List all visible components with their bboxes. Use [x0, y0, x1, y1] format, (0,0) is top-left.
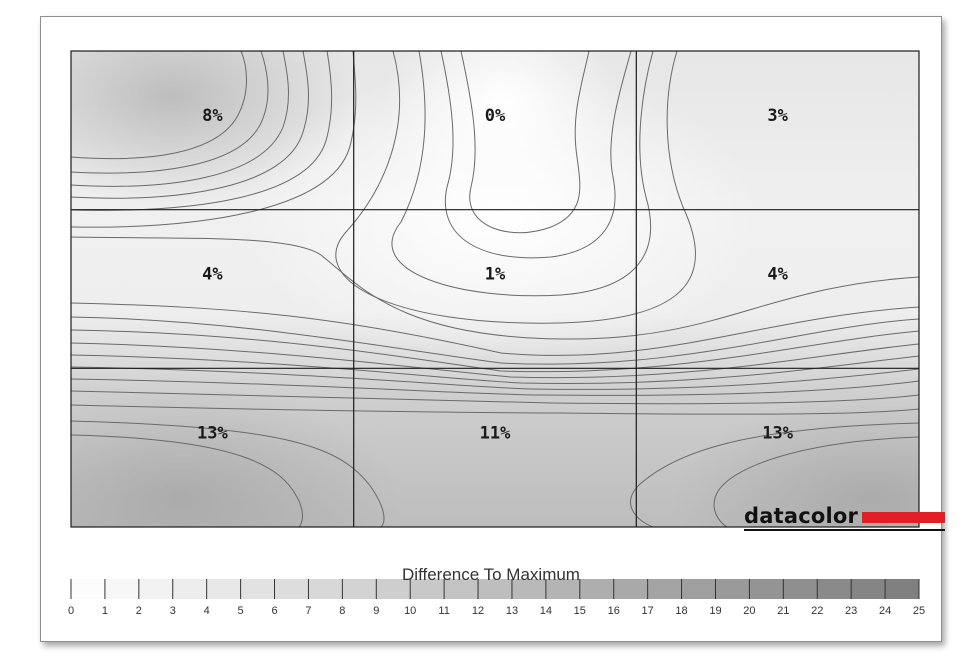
- legend-tick-label-10: 10: [404, 605, 416, 617]
- legend-tick-label-6: 6: [271, 605, 277, 617]
- legend-title: Difference To Maximum: [402, 565, 580, 584]
- legend-swatch-13: [511, 579, 547, 599]
- legend-swatch-5: [240, 579, 276, 599]
- cell-value-r2-c1: 4%: [202, 265, 223, 285]
- cell-value-r3-c1: 13%: [197, 423, 228, 443]
- legend-tick-label-14: 14: [540, 605, 552, 617]
- legend-swatch-9: [376, 579, 411, 599]
- legend-swatch-21: [783, 579, 818, 599]
- legend-swatch-16: [613, 579, 649, 599]
- legend-tick-label-25: 25: [913, 605, 925, 617]
- legend-tick-label-11: 11: [438, 605, 449, 617]
- cell-value-r1-c1: 8%: [202, 106, 223, 126]
- legend-swatch-24: [885, 579, 920, 599]
- heat-background: [71, 51, 919, 527]
- legend-tick-label-12: 12: [472, 605, 484, 617]
- cell-value-r3-c3: 13%: [762, 423, 793, 443]
- cell-value-r1-c3: 3%: [767, 106, 788, 126]
- legend-tick-label-5: 5: [238, 605, 244, 617]
- legend-tick-label-20: 20: [743, 605, 755, 617]
- uniformity-heatmap: 8% 0% 3%4% 1% 4%13% 11% 13% 0 1 2 3 4 5 6 7 8 9 10 11 12 13…: [68, 50, 925, 617]
- cell-value-r1-c2: 0%: [485, 106, 506, 126]
- legend-swatch-22: [817, 579, 852, 599]
- legend-swatch-19: [715, 579, 750, 599]
- legend-swatch-23: [851, 579, 886, 599]
- legend-swatch-10: [410, 579, 445, 599]
- logo-red-bar: [862, 512, 945, 523]
- legend-tick-label-4: 4: [204, 605, 210, 617]
- legend-tick-label-17: 17: [642, 605, 654, 617]
- legend-tick-label-8: 8: [339, 605, 345, 617]
- legend-swatch-4: [206, 579, 242, 599]
- legend-scale: 0 1 2 3 4 5 6 7 8 9 10 11 12 13 14 15 16 17 18 19 20 21 22 23 24…: [68, 579, 925, 617]
- logo-underline: [744, 529, 945, 531]
- legend-tick-label-0: 0: [68, 605, 74, 617]
- legend-tick-label-22: 22: [811, 605, 823, 617]
- grid-lines: [70, 50, 920, 528]
- legend-swatch-11: [444, 579, 479, 599]
- legend-swatch-8: [342, 579, 377, 599]
- datacolor-logo: datacolor: [744, 504, 949, 536]
- legend-tick-label-13: 13: [506, 605, 518, 617]
- legend-swatch-1: [104, 579, 140, 599]
- legend-swatch-3: [172, 579, 208, 599]
- uniformity-report: 8% 0% 3% 4% 1% 4% 13% 11% 13% 0 1 2 3 4 5 6 7 8 9 10 11 12 13…: [40, 16, 945, 642]
- legend-swatch-6: [274, 579, 309, 599]
- legend-tick-label-2: 2: [136, 605, 142, 617]
- legend-tick-label-24: 24: [879, 605, 891, 617]
- legend-tick-label-7: 7: [305, 605, 311, 617]
- legend-tick-label-18: 18: [675, 605, 687, 617]
- legend-swatch-18: [681, 579, 716, 599]
- legend-tick-label-16: 16: [608, 605, 620, 617]
- legend-tick-label-1: 1: [102, 605, 108, 617]
- legend-swatch-12: [478, 579, 513, 599]
- legend-swatch-0: [71, 579, 106, 599]
- legend-tick-label-21: 21: [777, 605, 789, 617]
- legend-swatch-2: [138, 579, 174, 599]
- cell-value-r3-c2: 11%: [480, 423, 511, 443]
- legend-swatch-15: [579, 579, 615, 599]
- cell-value-r2-c2: 1%: [485, 265, 506, 285]
- legend-tick-label-19: 19: [709, 605, 721, 617]
- legend-tick-label-15: 15: [574, 605, 586, 617]
- cell-value-r2-c3: 4%: [767, 265, 788, 285]
- cell-labels: 8% 0% 3% 4% 1% 4% 13% 11% 13%: [197, 106, 794, 443]
- legend-swatch-7: [308, 579, 343, 599]
- legend-tick-label-3: 3: [170, 605, 176, 617]
- legend-swatch-14: [545, 579, 581, 599]
- legend-swatch-17: [647, 579, 683, 599]
- legend-swatch-20: [749, 579, 784, 599]
- legend-tick-label-23: 23: [845, 605, 857, 617]
- logo-text: datacolor: [744, 504, 859, 528]
- contour-lines: [71, 51, 919, 527]
- legend-tick-label-9: 9: [373, 605, 379, 617]
